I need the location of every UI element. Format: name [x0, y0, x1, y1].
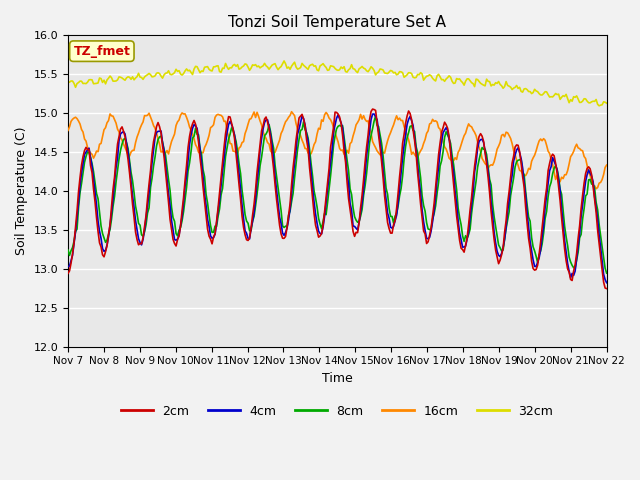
Legend: 2cm, 4cm, 8cm, 16cm, 32cm: 2cm, 4cm, 8cm, 16cm, 32cm [116, 400, 558, 423]
Y-axis label: Soil Temperature (C): Soil Temperature (C) [15, 127, 28, 255]
Title: Tonzi Soil Temperature Set A: Tonzi Soil Temperature Set A [228, 15, 446, 30]
Text: TZ_fmet: TZ_fmet [74, 45, 131, 58]
X-axis label: Time: Time [322, 372, 353, 385]
